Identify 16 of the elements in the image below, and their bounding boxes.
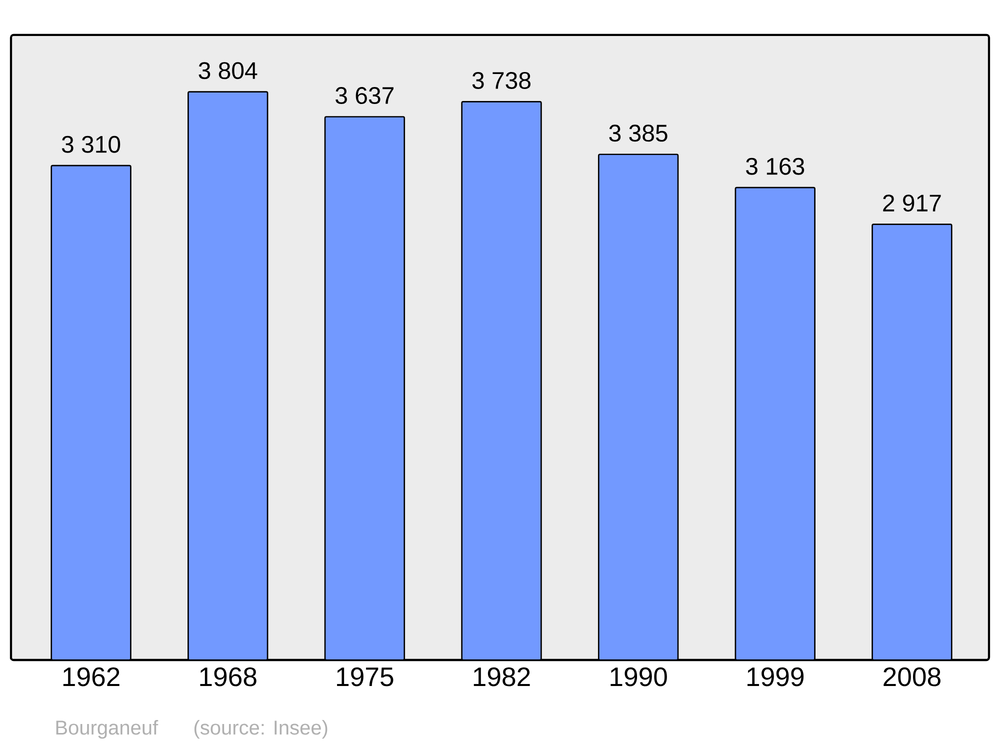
data-label: 3 738	[472, 72, 530, 89]
x-tick-label: 1962	[63, 667, 120, 686]
data-label: 3 310	[62, 136, 120, 153]
data-label: 3 163	[746, 158, 804, 175]
x-tick-label: 1982	[474, 667, 530, 686]
data-label: 2 917	[883, 194, 941, 212]
x-tick-label: 1975	[337, 667, 394, 686]
x-tick-label: 1968	[200, 667, 256, 686]
text: (source: Insee)	[194, 720, 328, 739]
text: Bourganeuf	[56, 720, 158, 739]
x-tick-label: 1999	[748, 667, 804, 686]
x-tick-label: 1990	[610, 667, 667, 686]
x-tick-label: 2008	[884, 667, 940, 686]
data-label: 3 804	[198, 62, 258, 80]
data-label: 3 385	[609, 124, 668, 142]
data-label: 3 637	[336, 87, 394, 104]
